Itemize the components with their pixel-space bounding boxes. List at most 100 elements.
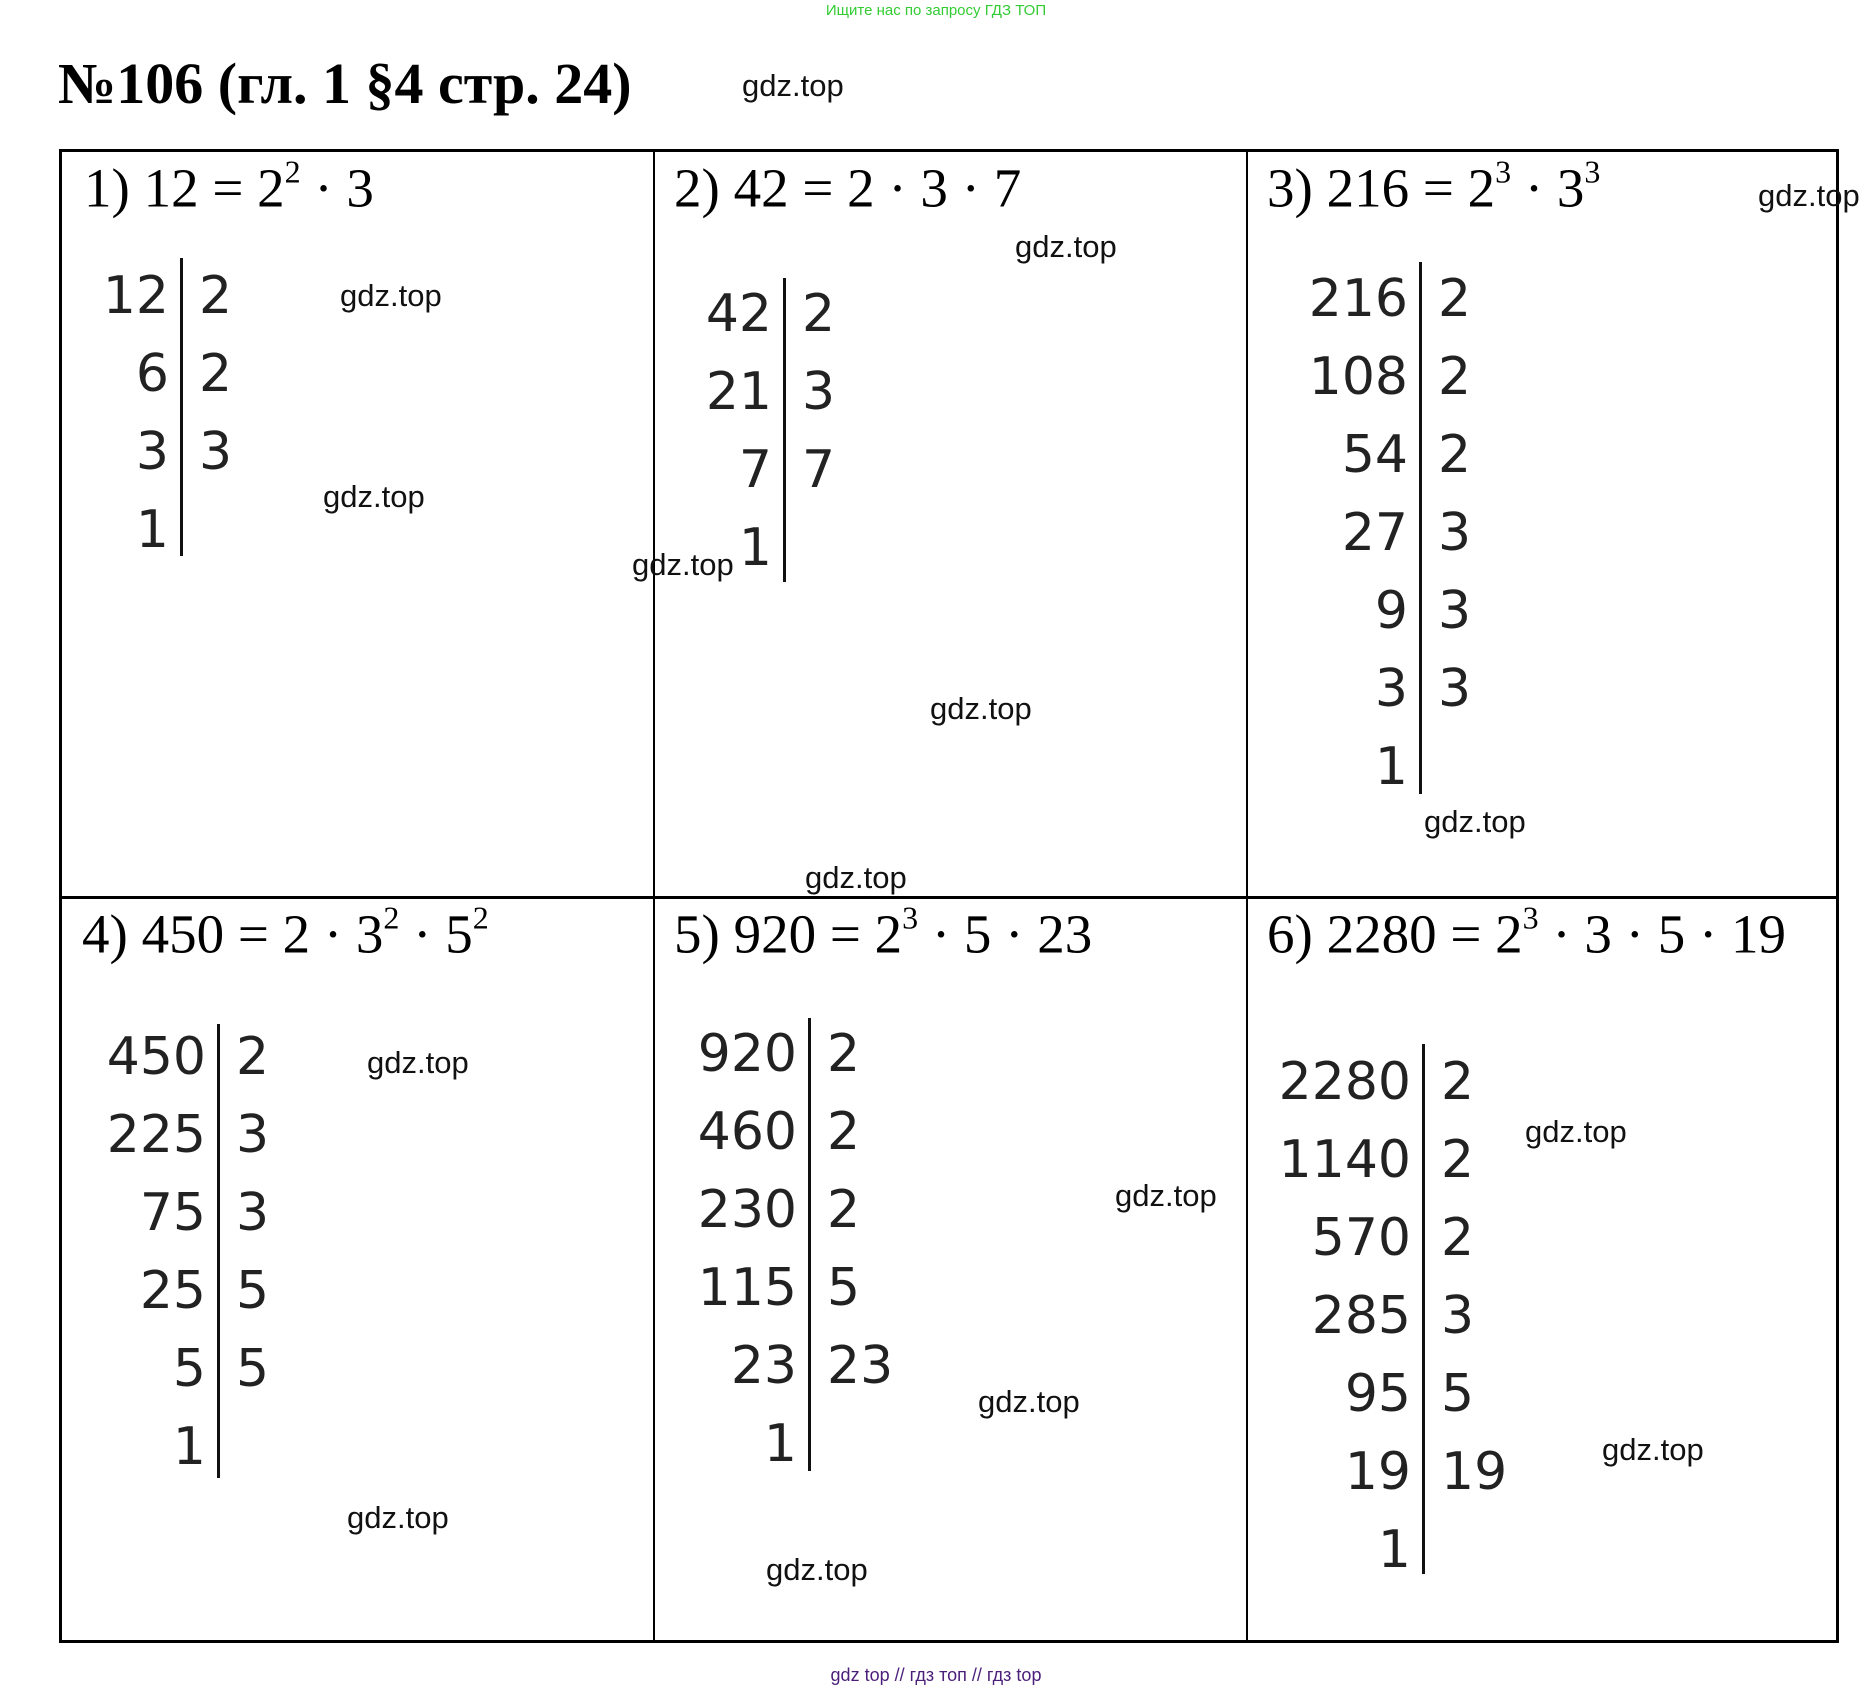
division-line [1419,262,1422,794]
dividend: 75 [139,1183,206,1243]
watermark: gdz.top [632,547,734,582]
dividend: 9 [1374,581,1408,641]
exponent: 2 [383,899,400,936]
prime-divisor: 3 [802,362,836,422]
division-line [180,258,183,556]
dividend: 42 [705,284,772,344]
expression-text: 2) 42 = 2 · 3 · 7 [674,157,1022,219]
prime-divisor: 2 [199,266,233,326]
prime-divisor: 2 [199,344,233,404]
footer-links[interactable]: gdz top // гдз топ // гдз top [830,1665,1042,1685]
page-title: №106 (гл. 1 §4 стр. 24) [58,51,632,116]
prime-divisor: 3 [1438,581,1472,641]
prime-divisor: 5 [236,1261,270,1321]
watermark: gdz.top [347,1500,449,1535]
division-line [783,278,786,582]
prime-divisor: 3 [1441,1286,1475,1346]
prime-divisor: 5 [827,1258,861,1318]
dividend: 95 [1344,1364,1411,1424]
watermark: gdz.top [367,1045,469,1080]
expression-text: · 3 [1511,157,1585,219]
division-line [217,1024,220,1478]
dividend: 450 [106,1027,206,1087]
dividend: 19 [1344,1442,1411,1502]
dividend: 108 [1308,347,1408,407]
watermark: gdz.top [766,1552,868,1587]
dividend: 3 [1374,659,1408,719]
dividend: 1 [763,1414,797,1474]
dividend: 920 [697,1024,797,1084]
dividend: 216 [1308,269,1408,329]
dividend: 25 [139,1261,206,1321]
prime-divisor: 19 [1441,1442,1508,1502]
prime-divisor: 3 [1438,659,1472,719]
factorization-result: 5) 920 = 23 · 5 · 23 [674,900,1093,966]
prime-divisor: 2 [1441,1130,1475,1190]
prime-divisor: 2 [827,1102,861,1162]
expression-text: · 5 · 23 [918,903,1093,965]
prime-divisor: 23 [827,1336,894,1396]
watermark: gdz.top [1115,1178,1217,1213]
prime-divisor: 5 [1441,1364,1475,1424]
watermark: gdz.top [805,860,907,895]
prime-divisor: 2 [236,1027,270,1087]
factorization-result: 3) 216 = 23 · 33 [1267,153,1601,220]
prime-divisor: 2 [827,1180,861,1240]
watermark: gdz.top [1015,229,1117,264]
expression-text: · 3 [300,157,374,219]
factorization-result: 6) 2280 = 23 · 3 · 5 · 19 [1267,899,1787,966]
expression-text: 6) 2280 = 2 [1267,903,1523,965]
watermark: gdz.top [930,691,1032,726]
watermark: gdz.top [1525,1114,1627,1149]
prime-divisor: 5 [236,1339,270,1399]
prime-divisor: 7 [802,440,836,500]
dividend: 54 [1341,425,1408,485]
expression-text: 3) 216 = 2 [1267,157,1496,219]
dividend: 27 [1341,503,1408,563]
exponent: 2 [472,899,489,936]
prime-divisor: 2 [1438,269,1472,329]
exponent: 3 [1584,153,1601,190]
dividend: 1 [1377,1520,1411,1580]
prime-divisor: 3 [236,1183,270,1243]
watermark: gdz.top [978,1384,1080,1419]
expression-text: 4) 450 = 2 · 3 [82,903,384,965]
exponent: 3 [1495,153,1512,190]
prime-divisor: 2 [827,1024,861,1084]
expression-text: 5) 920 = 2 [674,903,903,965]
factorization-result: 1) 12 = 22 · 3 [84,154,374,220]
dividend: 460 [697,1102,797,1162]
dividend: 1 [1374,737,1408,797]
watermark: gdz.top [742,68,844,103]
dividend: 225 [106,1105,206,1165]
dividend: 1 [135,500,169,560]
division-line [1422,1044,1425,1574]
dividend: 23 [730,1336,797,1396]
watermark: gdz.top [1602,1432,1704,1467]
solution-table [59,149,1839,1643]
dividend: 21 [705,362,772,422]
expression-text: · 3 · 5 · 19 [1538,903,1787,965]
dividend: 115 [697,1258,797,1318]
prime-divisor: 3 [1438,503,1472,563]
watermark: gdz.top [340,278,442,313]
row-divider [62,896,1836,899]
search-banner[interactable]: Ищите нас по запросу ГДЗ ТОП [825,2,1047,19]
prime-divisor: 2 [1438,425,1472,485]
factorization-result: 4) 450 = 2 · 32 · 52 [82,899,489,966]
dividend: 5 [172,1339,206,1399]
prime-divisor: 2 [1441,1208,1475,1268]
prime-divisor: 3 [236,1105,270,1165]
prime-divisor: 2 [802,284,836,344]
dividend: 3 [135,422,169,482]
exponent: 3 [1522,899,1539,936]
prime-divisor: 2 [1438,347,1472,407]
expression-text: · 5 [399,903,473,965]
prime-divisor: 3 [199,422,233,482]
dividend: 285 [1311,1286,1411,1346]
dividend: 1 [738,518,772,578]
watermark: gdz.top [323,479,425,514]
dividend: 570 [1311,1208,1411,1268]
dividend: 2280 [1278,1052,1411,1112]
division-line [808,1018,811,1471]
